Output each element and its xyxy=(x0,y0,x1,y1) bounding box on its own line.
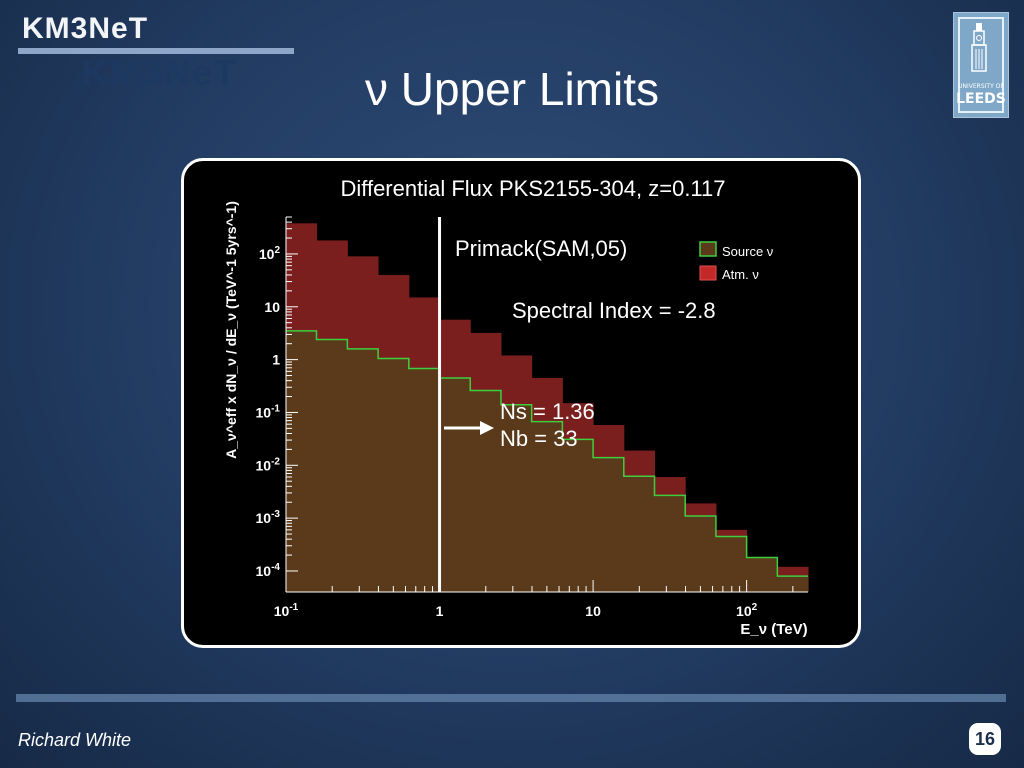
slide-title: ν Upper Limits xyxy=(365,63,659,115)
km3net-logo: KM3NeT KM3NeT xyxy=(18,12,294,93)
bar-source-16 xyxy=(777,576,809,592)
legend-source-label: Source ν xyxy=(722,244,773,259)
bar-source-13 xyxy=(685,515,717,592)
x-tick-label-3: 102 xyxy=(736,602,758,619)
bar-source-10 xyxy=(593,457,625,592)
author-name: Richard White xyxy=(18,730,132,750)
x-tick-label-0: 10-1 xyxy=(274,602,299,619)
bar-source-0 xyxy=(286,330,318,592)
logo-shadow-text: KM3NeT xyxy=(82,52,239,93)
bar-source-14 xyxy=(715,536,748,592)
legend: Source ν Atm. ν xyxy=(699,241,773,282)
bar-source-11 xyxy=(623,476,656,592)
bar-source-9 xyxy=(562,439,594,592)
footer-divider xyxy=(16,694,1006,702)
bar-source-7 xyxy=(500,404,533,592)
university-line1: UNIVERSITY OF xyxy=(958,83,1004,90)
bar-source-15 xyxy=(746,557,778,592)
bar-source-12 xyxy=(654,495,686,592)
nb-label: Nb = 33 xyxy=(500,426,578,451)
y-tick-label-3: 10-1 xyxy=(256,403,281,420)
bar-source-2 xyxy=(347,348,379,592)
histogram-layer xyxy=(286,223,809,592)
y-tick-label-5: 10 xyxy=(264,299,280,315)
spectral-index-label: Spectral Index = -2.8 xyxy=(512,298,716,323)
source-outline xyxy=(286,330,809,577)
university-logo: UNIVERSITY OF LEEDS xyxy=(953,12,1009,118)
y-tick-label-0: 10-4 xyxy=(256,562,281,579)
x-axis-label: E_ν (TeV) xyxy=(740,621,807,638)
bar-source-6 xyxy=(470,390,502,592)
bar-source-1 xyxy=(316,339,348,592)
logo-underline xyxy=(18,48,294,54)
bar-source-4 xyxy=(408,368,441,592)
clock-tower-icon xyxy=(971,23,987,72)
legend-atm-swatch xyxy=(699,265,717,281)
x-tick-label-1: 1 xyxy=(436,603,444,619)
y-tick-label-2: 10-2 xyxy=(256,456,281,473)
page-number: 16 xyxy=(969,723,1001,755)
legend-source-swatch xyxy=(699,241,717,257)
y-tick-label-6: 102 xyxy=(259,245,281,262)
arrow-icon xyxy=(444,421,494,435)
chart-title: Differential Flux PKS2155-304, z=0.117 xyxy=(340,176,725,201)
model-label: Primack(SAM,05) xyxy=(455,236,627,261)
y-tick-label-4: 1 xyxy=(272,352,280,368)
bar-source-3 xyxy=(378,358,410,592)
axes-layer: 10-4 10-3 10-2 10-1 1 10 102 10-1 1 10 102 xyxy=(256,216,808,619)
bar-source-8 xyxy=(531,421,563,592)
bar-source-5 xyxy=(439,377,471,592)
university-line2: LEEDS xyxy=(956,91,1006,107)
logo-text: KM3NeT xyxy=(22,12,149,45)
ns-label: Ns = 1.36 xyxy=(500,399,595,424)
university-logo-frame xyxy=(958,17,1004,113)
y-axis-label: A_ν^eff x dN_ν / dE_ν (TeV^-1 5yrs^-1) xyxy=(223,201,239,459)
legend-atm-label: Atm. ν xyxy=(722,267,759,282)
x-tick-label-2: 10 xyxy=(585,603,601,619)
y-tick-label-1: 10-3 xyxy=(256,509,281,526)
